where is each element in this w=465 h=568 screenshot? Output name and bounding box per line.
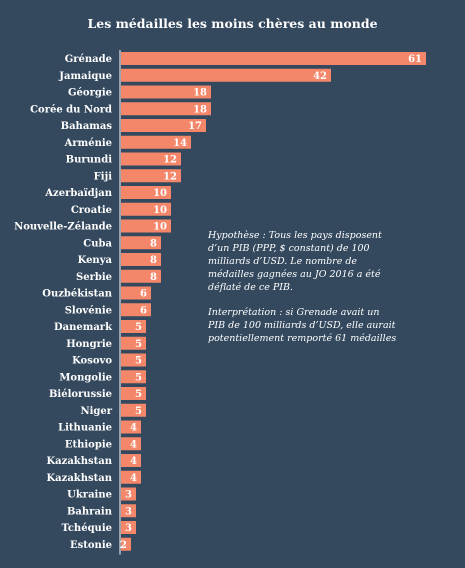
- bar: [121, 521, 136, 534]
- category-label: Jamaique: [58, 71, 112, 82]
- bar: [121, 320, 146, 333]
- bar: [121, 186, 171, 199]
- data-label: 17: [188, 121, 202, 132]
- data-label: 14: [173, 138, 187, 149]
- category-label: Bahrain: [67, 506, 113, 517]
- category-label: Croatie: [71, 205, 112, 216]
- bar: [121, 253, 161, 266]
- data-label: 5: [135, 339, 142, 350]
- bar: [121, 454, 141, 467]
- data-label: 10: [153, 222, 167, 233]
- data-label: 6: [140, 289, 147, 300]
- data-label: 12: [163, 155, 177, 166]
- data-label: 5: [135, 322, 142, 333]
- data-label: 3: [125, 490, 132, 501]
- data-label: 8: [150, 255, 157, 266]
- category-label: Ouzbékistan: [42, 289, 112, 300]
- data-label: 4: [130, 439, 137, 450]
- bar: [121, 387, 146, 400]
- category-label: Kazakhstan: [46, 473, 112, 484]
- category-label: Ethiopie: [65, 439, 112, 450]
- bar: [121, 403, 146, 417]
- data-label: 10: [153, 205, 167, 216]
- category-label: Fiji: [94, 171, 113, 182]
- category-label: Bahamas: [61, 121, 113, 132]
- data-label: 12: [163, 171, 177, 182]
- category-label: Slovénie: [65, 305, 112, 316]
- interpretation-note: Interprétation : si Grenade avait un PIB…: [208, 307, 397, 344]
- category-label: Niger: [80, 406, 112, 417]
- bar: [121, 504, 136, 518]
- category-label: Nouvelle-Zélande: [14, 222, 112, 233]
- bar: [121, 286, 151, 300]
- data-label: 8: [150, 272, 157, 283]
- bar: [121, 420, 141, 434]
- category-label: Cuba: [83, 238, 112, 249]
- category-label: Grénade: [65, 54, 112, 65]
- data-label: 18: [193, 104, 207, 115]
- category-label: Estonie: [70, 540, 112, 551]
- data-label: 5: [135, 406, 142, 417]
- bar: [121, 236, 161, 250]
- category-label: Burundi: [66, 155, 113, 166]
- bar: [121, 68, 331, 82]
- data-label: 42: [313, 71, 327, 82]
- category-label: Hongrie: [66, 339, 112, 350]
- data-label: 61: [408, 54, 422, 65]
- bar: [121, 303, 151, 317]
- category-label: Lithuanie: [58, 423, 112, 434]
- bar: [121, 269, 161, 283]
- bar: [121, 119, 206, 132]
- category-label: Kazakhstan: [46, 456, 112, 467]
- data-label: 4: [130, 456, 137, 467]
- data-label: 3: [125, 506, 132, 517]
- hypothesis-note: Hypothèse : Tous les pays disposent d’un…: [208, 230, 382, 293]
- data-label: 5: [135, 356, 142, 367]
- chart-title: Les médailles les moins chères au monde: [87, 16, 378, 31]
- bar: [121, 102, 211, 116]
- bar: [121, 336, 146, 350]
- data-label: 10: [153, 188, 167, 199]
- category-label: Ukraine: [67, 490, 112, 501]
- bar: [121, 85, 211, 99]
- data-label: 5: [135, 389, 142, 400]
- data-label: 2: [120, 540, 127, 551]
- category-label: Biélorussie: [49, 389, 112, 400]
- category-label: Arménie: [64, 138, 112, 149]
- bar: [121, 152, 181, 166]
- bar: [121, 487, 136, 501]
- category-label: Danemark: [54, 322, 113, 333]
- data-label: 4: [130, 423, 137, 434]
- bar: [121, 470, 141, 484]
- bar: [121, 135, 191, 149]
- category-label: Kenya: [78, 255, 113, 266]
- data-label: 8: [150, 238, 157, 249]
- category-label: Corée du Nord: [30, 104, 112, 115]
- data-label: 5: [135, 372, 142, 383]
- category-label: Serbie: [76, 272, 112, 283]
- bar: [121, 370, 146, 384]
- bar: [121, 437, 141, 451]
- category-label: Tchéquie: [62, 523, 112, 534]
- data-label: 4: [130, 473, 137, 484]
- bar: [121, 219, 171, 233]
- bar: [121, 52, 426, 65]
- category-label: Azerbaïdjan: [44, 188, 112, 199]
- data-label: 18: [193, 88, 207, 99]
- bar: [121, 537, 131, 551]
- bar: [121, 202, 171, 216]
- category-label: Kosovo: [72, 356, 112, 367]
- category-label: Mongolie: [59, 372, 112, 383]
- bar: [121, 169, 181, 183]
- data-label: 3: [125, 523, 132, 534]
- category-label: Géorgie: [68, 88, 112, 99]
- data-label: 6: [140, 305, 147, 316]
- bar: [121, 353, 146, 367]
